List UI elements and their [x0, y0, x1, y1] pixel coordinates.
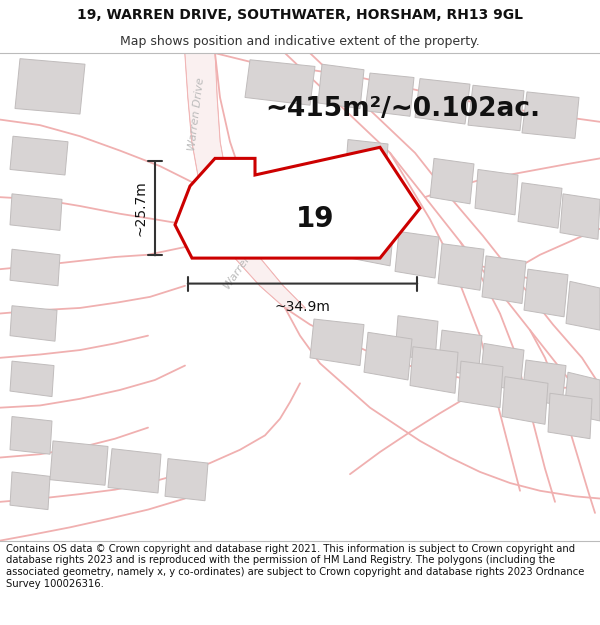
Text: ~415m²/~0.102ac.: ~415m²/~0.102ac.	[265, 96, 540, 121]
Polygon shape	[522, 92, 579, 138]
Polygon shape	[518, 182, 562, 228]
Polygon shape	[10, 416, 52, 454]
Polygon shape	[564, 372, 600, 421]
Polygon shape	[10, 472, 50, 509]
Polygon shape	[10, 136, 68, 175]
Polygon shape	[165, 459, 208, 501]
Polygon shape	[395, 316, 438, 361]
Polygon shape	[566, 281, 600, 330]
Text: ~25.7m: ~25.7m	[133, 181, 147, 236]
Polygon shape	[10, 306, 57, 341]
Polygon shape	[364, 332, 412, 380]
Text: 19, WARREN DRIVE, SOUTHWATER, HORSHAM, RH13 9GL: 19, WARREN DRIVE, SOUTHWATER, HORSHAM, R…	[77, 8, 523, 22]
Polygon shape	[468, 85, 524, 131]
Polygon shape	[458, 361, 503, 408]
Text: Map shows position and indicative extent of the property.: Map shows position and indicative extent…	[120, 35, 480, 48]
Polygon shape	[365, 73, 414, 116]
Text: ~34.9m: ~34.9m	[275, 300, 331, 314]
Polygon shape	[480, 343, 524, 391]
Polygon shape	[438, 330, 482, 377]
Polygon shape	[15, 59, 85, 114]
Polygon shape	[10, 194, 62, 231]
Polygon shape	[345, 139, 388, 184]
Polygon shape	[245, 60, 315, 105]
Polygon shape	[560, 194, 600, 239]
Polygon shape	[10, 249, 60, 286]
Polygon shape	[524, 269, 568, 317]
Text: Warren Drive: Warren Drive	[223, 225, 273, 291]
Text: 19: 19	[296, 206, 334, 233]
Polygon shape	[395, 231, 439, 278]
Polygon shape	[548, 393, 592, 439]
Polygon shape	[522, 360, 566, 406]
Polygon shape	[310, 319, 364, 366]
Polygon shape	[10, 361, 54, 397]
Polygon shape	[502, 377, 548, 424]
Polygon shape	[318, 64, 364, 109]
Polygon shape	[50, 441, 108, 485]
Polygon shape	[108, 449, 161, 493]
Polygon shape	[350, 219, 394, 266]
Polygon shape	[415, 79, 470, 124]
Polygon shape	[430, 158, 474, 204]
Polygon shape	[280, 192, 333, 247]
Text: Contains OS data © Crown copyright and database right 2021. This information is : Contains OS data © Crown copyright and d…	[6, 544, 584, 589]
Polygon shape	[410, 347, 458, 393]
Polygon shape	[438, 244, 484, 290]
Polygon shape	[185, 53, 305, 308]
Text: Warren Drive: Warren Drive	[188, 77, 206, 151]
Polygon shape	[175, 148, 420, 258]
Polygon shape	[482, 256, 526, 304]
Polygon shape	[475, 169, 518, 215]
